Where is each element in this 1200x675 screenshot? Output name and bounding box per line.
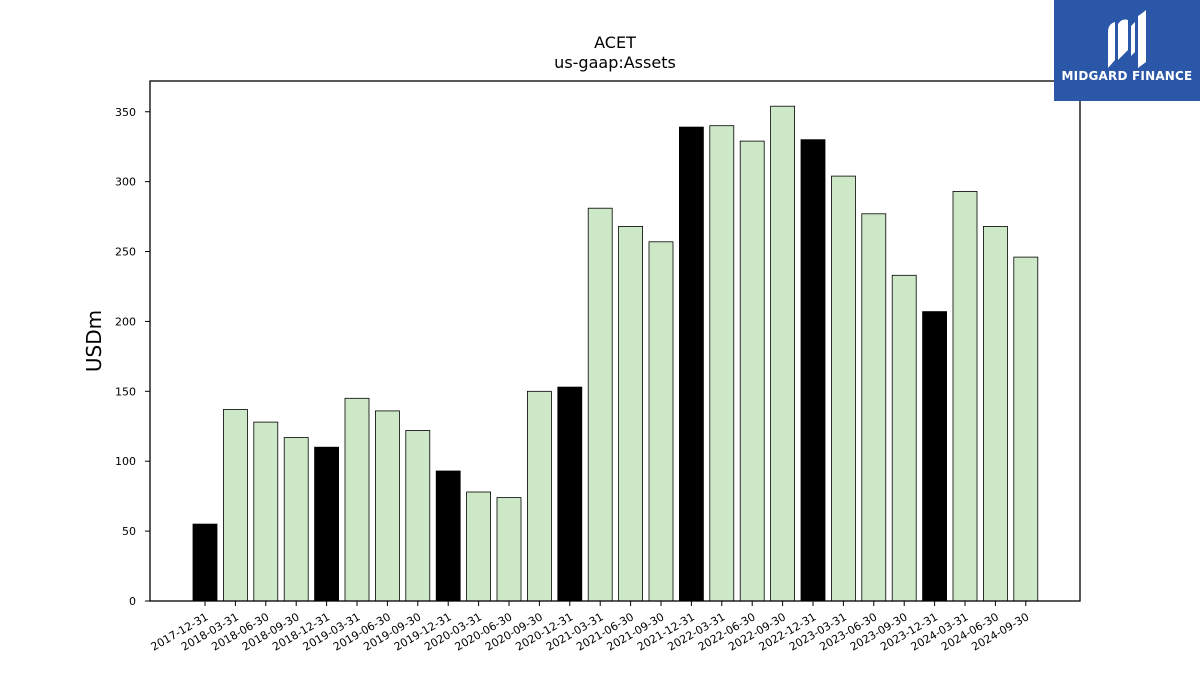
bar-2018-09-30 bbox=[283, 437, 309, 602]
bar-2017-12-31 bbox=[192, 523, 218, 602]
bar-2019-06-30 bbox=[374, 410, 400, 602]
bar-2019-03-31 bbox=[344, 397, 370, 602]
bar-2020-06-30 bbox=[496, 497, 522, 602]
y-tick-label: 100 bbox=[115, 455, 136, 468]
chart-title: ACET bbox=[594, 33, 636, 52]
y-axis-label: USDm bbox=[82, 310, 106, 372]
y-tick-label: 50 bbox=[122, 525, 136, 538]
y-tick-label: 300 bbox=[115, 176, 136, 189]
bar-2023-06-30 bbox=[861, 213, 887, 602]
bar-2018-03-31 bbox=[222, 409, 248, 602]
bar-2023-12-31 bbox=[922, 311, 947, 602]
bar-2022-12-31 bbox=[800, 139, 826, 602]
y-tick-label: 350 bbox=[115, 106, 136, 119]
bar-2023-09-30 bbox=[891, 274, 917, 602]
logo-text: MIDGARD FINANCE bbox=[1061, 69, 1193, 83]
bar-2021-09-30 bbox=[648, 241, 674, 602]
bar-2022-09-30 bbox=[770, 105, 795, 602]
bar-2020-12-31 bbox=[557, 386, 583, 602]
bar-2022-03-31 bbox=[709, 125, 735, 602]
bar-2021-03-31 bbox=[587, 207, 613, 602]
bars-layer bbox=[192, 105, 1039, 602]
bar-2024-09-30 bbox=[1013, 256, 1039, 602]
bar-2018-12-31 bbox=[314, 446, 340, 602]
chart-subtitle: us-gaap:Assets bbox=[554, 53, 676, 72]
y-tick-label: 250 bbox=[115, 246, 136, 259]
bar-2020-03-31 bbox=[466, 491, 492, 602]
midgard-finance-logo: MIDGARD FINANCE bbox=[1054, 0, 1200, 101]
bar-2019-12-31 bbox=[435, 470, 461, 602]
midgard-logo-icon bbox=[1108, 10, 1146, 68]
y-tick-label: 200 bbox=[115, 315, 136, 328]
bar-2018-06-30 bbox=[253, 421, 279, 602]
bar-2020-09-30 bbox=[527, 390, 552, 602]
bar-2021-12-31 bbox=[679, 126, 704, 602]
bar-2024-03-31 bbox=[952, 190, 978, 602]
y-tick-label: 150 bbox=[115, 385, 136, 398]
bar-2023-03-31 bbox=[831, 175, 856, 602]
bar-2024-06-30 bbox=[983, 225, 1008, 602]
y-tick-label: 0 bbox=[129, 595, 136, 608]
plot-frame bbox=[149, 80, 1081, 602]
bar-2019-09-30 bbox=[405, 430, 431, 602]
bar-2022-06-30 bbox=[739, 140, 765, 602]
bar-2021-06-30 bbox=[618, 225, 643, 602]
